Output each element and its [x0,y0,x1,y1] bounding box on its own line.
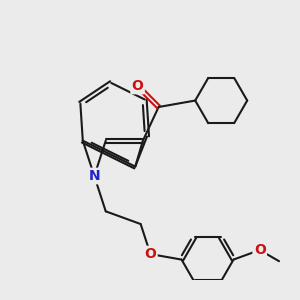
Text: O: O [132,79,143,93]
Text: O: O [145,247,156,261]
Text: N: N [88,169,100,183]
Text: O: O [254,243,266,257]
